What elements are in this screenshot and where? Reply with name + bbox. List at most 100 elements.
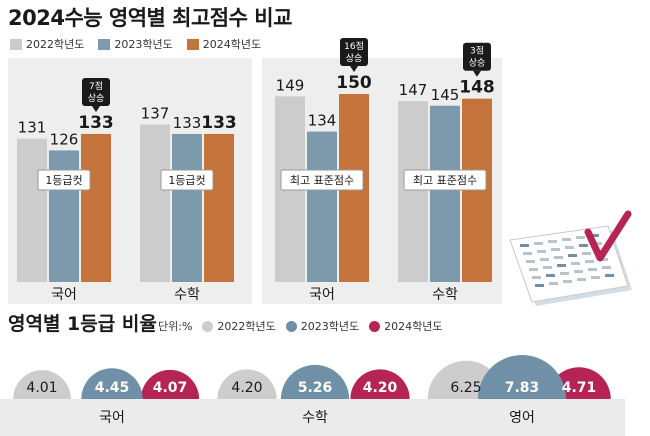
category-label: 국어: [309, 287, 335, 303]
ratio-legend-2023: 2023학년도: [285, 318, 359, 334]
ratio-value-label: 4.20: [363, 380, 398, 396]
bar-value-label: 147: [399, 81, 428, 99]
ratio-value-label: 4.71: [562, 380, 597, 396]
ratio-title: 영역별 1등급 비율: [8, 313, 157, 335]
ratio-dot-2022: [202, 320, 214, 332]
inner-label-box: [280, 169, 364, 191]
annotation-text: 상승: [346, 53, 363, 64]
ratio-semicircle: [217, 369, 277, 399]
bar: [307, 131, 337, 282]
sheet-cell: [568, 254, 577, 257]
inner-label: 최고 표준점수: [413, 174, 477, 187]
bar: [204, 133, 234, 282]
sheet-cell: [565, 246, 574, 249]
category-label: 수학: [174, 287, 200, 303]
bar: [140, 124, 170, 282]
bar: [172, 133, 202, 282]
ratio-value-label: 7.83: [505, 380, 540, 396]
sheet-cell: [574, 270, 583, 273]
category-label: 수학: [432, 287, 458, 303]
sheet-cell: [549, 282, 558, 285]
chart-title: 2024수능 영역별 최고점수 비교: [8, 6, 292, 30]
ratio-semicircle: [280, 364, 350, 399]
bar-value-label: 126: [50, 130, 79, 148]
ratio-legend-2024: 2024학년도: [369, 318, 442, 334]
annotation-box: [82, 77, 110, 106]
legend-swatch-2024: [186, 38, 199, 50]
sheet-cell: [585, 260, 594, 263]
sheet-cell: [526, 260, 535, 263]
annotation-text: 상승: [469, 58, 486, 69]
sheet-cell: [529, 268, 538, 271]
bar-value-label: 133: [78, 113, 114, 133]
bar-value-label: 131: [18, 119, 47, 137]
ratio-value-label: 6.25: [450, 380, 481, 396]
annotation-pointer: [350, 66, 358, 72]
bar-value-label: 150: [336, 73, 372, 93]
ratio-semicircle: [478, 355, 566, 399]
sheet-cell: [537, 250, 546, 253]
sheet-cell: [546, 274, 555, 277]
ratio-value-label: 4.07: [153, 380, 188, 396]
annotation-text: 7점: [89, 80, 103, 92]
sheet-cell: [562, 238, 571, 241]
sheet-cell: [520, 244, 529, 247]
sheet-cell: [599, 258, 608, 261]
ratio-semicircle: [13, 370, 71, 399]
sheet-cell: [571, 262, 580, 265]
sheet-cell: [579, 244, 588, 247]
sheet-cell: [551, 248, 560, 251]
sheet-cell: [557, 264, 566, 267]
ratio-category-label: 수학: [302, 410, 328, 426]
annotation-pointer: [473, 70, 481, 77]
sheet-cell: [540, 258, 549, 261]
ratio-group: 4.20 5.26 4.20 수학: [217, 364, 410, 426]
inner-label: 최고 표준점수: [290, 174, 354, 187]
ratio-category-label: 국어: [99, 410, 125, 426]
legend-item-2023: 2023학년도: [98, 36, 173, 52]
ratio-dot-2023: [285, 320, 297, 332]
annotation-box: [340, 38, 368, 66]
sheet-cell: [602, 266, 611, 269]
sheet-cell: [554, 256, 563, 259]
bar-value-label: 133: [201, 113, 237, 133]
annotation-text: 16점: [344, 40, 364, 52]
ratio-semicircle: [350, 369, 410, 399]
bar-value-label: 134: [308, 112, 337, 130]
bar: [81, 133, 111, 282]
legend-label-2024: 2024학년도: [202, 38, 262, 51]
bar-value-label: 137: [141, 105, 170, 123]
annotation-box: [463, 42, 491, 71]
ratio-group: 4.01 4.45 4.07 국어: [13, 368, 200, 426]
sheet-cell: [543, 266, 552, 269]
checkmark-icon: [584, 210, 632, 262]
ratio-legend: 단위:% 2022학년도 2023학년도 2024학년도: [158, 318, 442, 334]
sheet-cell: [593, 242, 602, 245]
bar-value-label: 148: [459, 78, 495, 98]
legend-label-2023: 2023학년도: [114, 38, 173, 51]
bar-value-label: 149: [276, 76, 305, 94]
ratio-legend-2022: 2022학년도: [202, 318, 276, 334]
sheet-cell: [577, 278, 586, 281]
sheet-cell: [563, 280, 572, 283]
annotation-text: 3점: [470, 45, 484, 57]
bar: [398, 101, 428, 282]
sheet-cell: [534, 242, 543, 245]
inner-label: 1등급컷: [45, 174, 82, 187]
sheet-cell: [548, 240, 557, 243]
annotation-pointer: [92, 105, 100, 112]
sheet-cell: [588, 268, 597, 271]
legend-swatch-2022: [10, 38, 22, 50]
ratio-category-label: 영어: [509, 410, 535, 426]
sheet-cell: [535, 284, 544, 287]
sheet-cell: [605, 274, 614, 277]
ratio-value-label: 4.01: [26, 380, 57, 396]
